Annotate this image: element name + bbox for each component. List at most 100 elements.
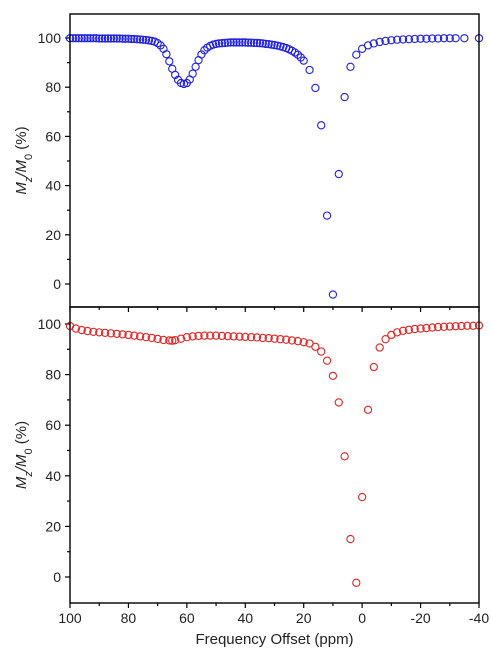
data-point (220, 38, 229, 48)
data-point (334, 169, 343, 179)
data-point (334, 398, 343, 407)
data-point (182, 333, 192, 342)
x-tick-label: 0 (358, 610, 366, 626)
plot-frame (69, 13, 480, 308)
data-point (127, 34, 136, 44)
y-tick-label: 20 (45, 518, 61, 534)
data-point (346, 534, 355, 544)
data-point (398, 35, 408, 44)
data-point (410, 324, 419, 334)
data-point (249, 38, 259, 48)
data-point (398, 326, 408, 335)
y-tick-label: 60 (45, 128, 61, 144)
data-point (92, 34, 101, 43)
data-point (416, 34, 425, 43)
y-tick-label: 40 (45, 178, 61, 194)
data-point (404, 35, 414, 44)
data-point (252, 333, 262, 342)
y-tick-label: 40 (45, 468, 61, 484)
data-point (352, 50, 361, 59)
data-point (153, 334, 162, 344)
data-point (340, 452, 349, 461)
data-point (217, 39, 227, 48)
data-point (138, 35, 148, 44)
data-point (363, 405, 373, 414)
data-point (352, 578, 361, 587)
data-point (89, 327, 98, 336)
data-point (147, 333, 156, 343)
data-point (293, 337, 303, 346)
data-point (223, 38, 232, 47)
x-tick-label: 80 (121, 610, 137, 626)
data-point (112, 329, 121, 339)
data-point (270, 334, 279, 343)
data-point (270, 40, 279, 50)
data-point (346, 62, 355, 71)
data-point (77, 325, 86, 335)
data-point (217, 331, 227, 341)
data-point (191, 62, 200, 71)
data-point (252, 38, 262, 48)
data-point (214, 39, 224, 48)
data-point (416, 324, 425, 333)
data-point (317, 121, 326, 130)
data-point (328, 290, 338, 299)
data-point (232, 38, 241, 47)
data-point (258, 333, 267, 343)
data-point (433, 322, 443, 332)
data-point (77, 34, 86, 43)
data-point (223, 331, 232, 341)
data-point (322, 356, 332, 365)
data-point (112, 34, 121, 43)
data-point (369, 362, 378, 372)
data-point (168, 336, 177, 345)
data-point (445, 34, 454, 43)
data-point (305, 65, 314, 75)
data-point (293, 50, 303, 59)
data-point (287, 336, 297, 345)
data-point (387, 36, 396, 45)
data-point (258, 39, 267, 48)
data-point (206, 331, 215, 340)
y-tick-label: 100 (38, 316, 62, 332)
data-point (194, 331, 203, 341)
x-tick-label: 100 (58, 610, 82, 626)
data-point (229, 38, 238, 47)
data-point (422, 34, 431, 43)
data-point (130, 34, 139, 44)
data-point (188, 69, 197, 78)
data-point (375, 343, 384, 352)
data-point (165, 336, 174, 345)
data-point (118, 330, 127, 339)
data-point (86, 34, 95, 43)
data-point (322, 211, 332, 220)
data-point (100, 328, 110, 338)
data-point (317, 347, 326, 356)
data-point (80, 34, 89, 43)
data-point (124, 330, 133, 340)
data-point (106, 34, 116, 43)
y-axis-title: Mz/M0 (%) (13, 126, 35, 194)
data-point (246, 38, 256, 47)
data-point (115, 34, 124, 43)
data-point (165, 57, 174, 66)
data-point (144, 36, 154, 45)
data-point (381, 335, 390, 344)
y-axis-title: Mz/M0 (%) (13, 421, 35, 489)
data-point (118, 34, 127, 43)
data-point (393, 328, 402, 337)
data-point (439, 322, 449, 331)
y-tick-label: 60 (45, 417, 61, 433)
data-point (340, 92, 349, 102)
data-point (445, 322, 454, 331)
data-point (124, 34, 133, 43)
data-point (451, 34, 460, 43)
data-point (264, 40, 273, 49)
data-point (299, 56, 308, 65)
y-tick-label: 80 (45, 79, 61, 95)
data-point (159, 335, 168, 345)
y-tick-label: 100 (38, 30, 62, 46)
data-point (103, 34, 113, 43)
data-point (226, 38, 235, 47)
data-point (267, 40, 276, 49)
